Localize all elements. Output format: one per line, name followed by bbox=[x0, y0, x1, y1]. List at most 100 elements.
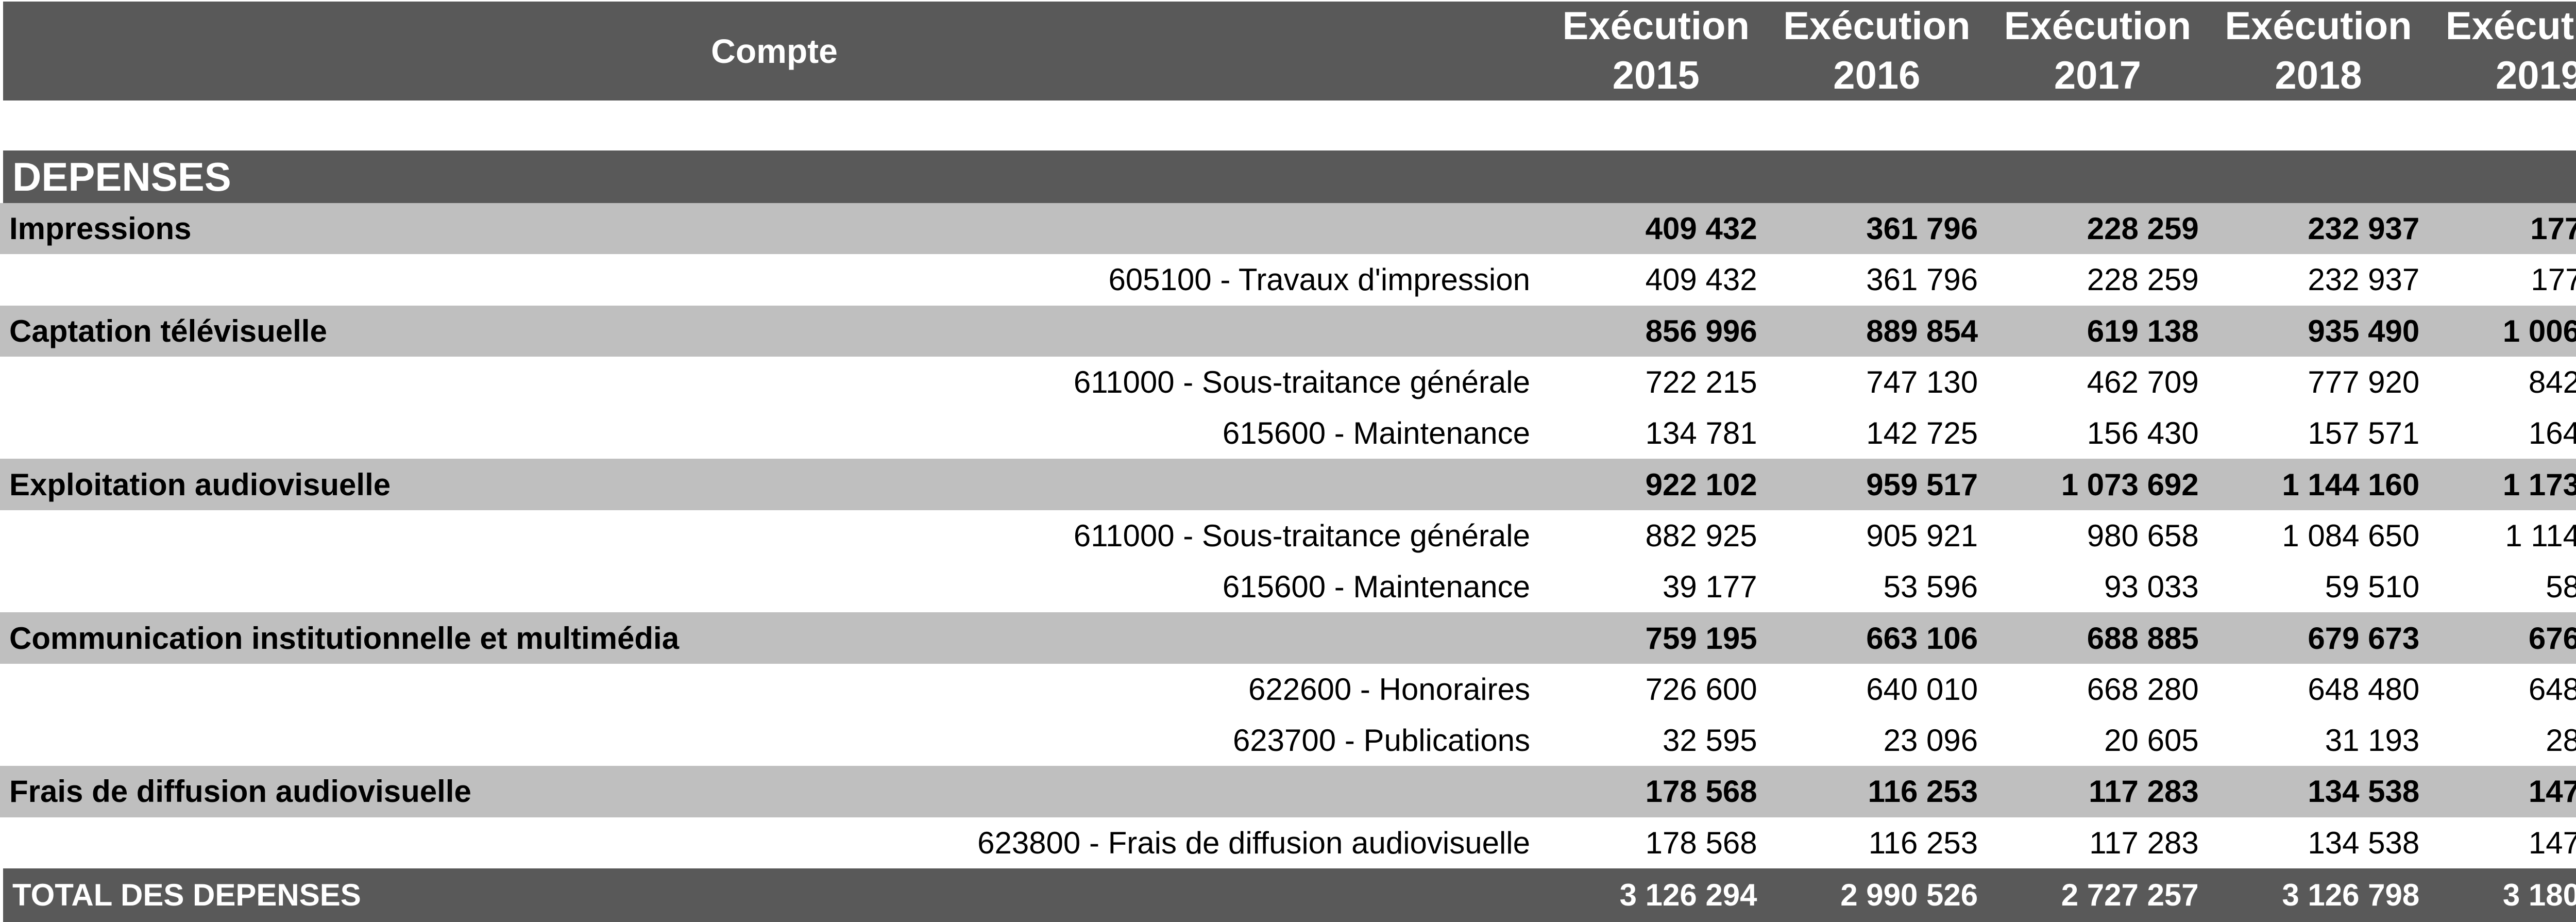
value-cell: 178 568 bbox=[1645, 825, 1757, 860]
row-label: 623700 - Publications bbox=[1232, 723, 1530, 758]
row-label: 623800 - Frais de diffusion audiovisuell… bbox=[977, 825, 1530, 860]
year-label: 2019 bbox=[2495, 54, 2576, 97]
value-cell: 856 996 bbox=[1645, 313, 1757, 348]
value-cell: 1 084 650 bbox=[2282, 518, 2420, 553]
account-row: 611000 - Sous-traitance générale 882 925 9… bbox=[0, 510, 2576, 562]
account-row: 615600 - Maintenance 134 781 142 725 156 43… bbox=[0, 408, 2576, 459]
value-cell: 1 114 417 bbox=[2505, 518, 2576, 553]
value-cell: 409 432 bbox=[1645, 262, 1757, 297]
account-row: 605100 - Travaux d'impression 409 432 361 … bbox=[0, 254, 2576, 306]
value-cell: 117 283 bbox=[2089, 825, 2199, 860]
value-cell: 164 172 bbox=[2528, 416, 2576, 451]
value-cell: 116 253 bbox=[1868, 774, 1978, 809]
value-cell: 232 937 bbox=[2308, 262, 2420, 297]
total-row: TOTAL DES DEPENSES 3 126 294 2 990 526 2 72… bbox=[0, 868, 2576, 922]
row-label: Exploitation audiovisuelle bbox=[9, 467, 391, 502]
year-column-headers: Exécution 2015 Exécution 2016 Exécution 2017 E… bbox=[1546, 2, 2576, 100]
row-label: Communication institutionnelle et multim… bbox=[9, 621, 680, 656]
category-row: Exploitation audiovisuelle 922 102 959 517… bbox=[0, 459, 2576, 510]
value-cell: 134 538 bbox=[2308, 774, 2420, 809]
value-cell: 640 010 bbox=[1866, 672, 1978, 707]
year-label: 2017 bbox=[2054, 54, 2141, 97]
year-label: 2018 bbox=[2275, 54, 2362, 97]
value-cell: 53 596 bbox=[1883, 569, 1978, 605]
value-cell: 134 538 bbox=[2308, 825, 2420, 860]
value-cell: 2 990 526 bbox=[1840, 878, 1978, 913]
execution-label: Exécution bbox=[2225, 4, 2412, 48]
section-header-row: DEPENSES bbox=[0, 150, 2576, 203]
value-cell: 1 006 364 bbox=[2502, 313, 2576, 348]
row-label: Captation télévisuelle bbox=[9, 313, 327, 348]
year-column-header: Exécution 2019 bbox=[2429, 2, 2576, 100]
value-cell: 232 937 bbox=[2308, 211, 2420, 246]
value-cell: 228 259 bbox=[2087, 262, 2199, 297]
table-body: DEPENSES Impressions 409 432 361 796 228 259… bbox=[0, 150, 2576, 922]
value-cell: 889 854 bbox=[1866, 313, 1978, 348]
row-label: 615600 - Maintenance bbox=[1222, 569, 1530, 605]
value-cell: 228 259 bbox=[2087, 211, 2199, 246]
value-cell: 58 951 bbox=[2546, 569, 2576, 605]
value-cell: 980 658 bbox=[2087, 518, 2199, 553]
category-row: Communication institutionnelle et multim… bbox=[0, 612, 2576, 664]
value-cell: 462 709 bbox=[2087, 365, 2199, 400]
value-cell: 668 280 bbox=[2087, 672, 2199, 707]
value-cell: 842 192 bbox=[2528, 365, 2576, 400]
account-row: 623700 - Publications 32 595 23 096 20 605 3… bbox=[0, 714, 2576, 766]
value-cell: 619 138 bbox=[2087, 313, 2199, 348]
value-cell: 142 725 bbox=[1866, 416, 1978, 451]
value-cell: 759 195 bbox=[1645, 621, 1757, 656]
value-cell: 2 727 257 bbox=[2061, 878, 2199, 913]
row-label: 611000 - Sous-traitance générale bbox=[1073, 518, 1530, 553]
row-label: 622600 - Honoraires bbox=[1248, 672, 1530, 707]
account-row: 611000 - Sous-traitance générale 722 215 7… bbox=[0, 356, 2576, 408]
value-cell: 177 119 bbox=[2531, 262, 2576, 297]
value-cell: 679 673 bbox=[2308, 621, 2420, 656]
year-column-header: Exécution 2016 bbox=[1767, 2, 1988, 100]
value-cell: 3 126 294 bbox=[1619, 878, 1757, 913]
row-label: 611000 - Sous-traitance générale bbox=[1073, 365, 1530, 400]
execution-label: Exécution bbox=[1783, 4, 1971, 48]
value-cell: 688 885 bbox=[2087, 621, 2199, 656]
year-column-header: Exécution 2018 bbox=[2208, 2, 2429, 100]
value-cell: 1 173 368 bbox=[2502, 467, 2576, 502]
year-label: 2016 bbox=[1833, 54, 1921, 97]
execution-label: Exécution bbox=[2445, 4, 2576, 48]
year-column-header: Exécution 2015 bbox=[1546, 2, 1767, 100]
value-cell: 59 510 bbox=[2325, 569, 2420, 605]
value-cell: 747 130 bbox=[1866, 365, 1978, 400]
category-row: Frais de diffusion audiovisuelle 178 568 1… bbox=[0, 766, 2576, 817]
value-cell: 147 141 bbox=[2528, 825, 2576, 860]
value-cell: 361 796 bbox=[1866, 211, 1978, 246]
compte-column-header: Compte bbox=[711, 32, 838, 70]
row-label: 605100 - Travaux d'impression bbox=[1108, 262, 1530, 297]
value-cell: 157 571 bbox=[2308, 416, 2420, 451]
execution-label: Exécution bbox=[2004, 4, 2191, 48]
category-row: Impressions 409 432 361 796 228 259 232 937 1… bbox=[0, 203, 2576, 255]
value-cell: 116 253 bbox=[1868, 825, 1978, 860]
value-cell: 28 032 bbox=[2546, 723, 2576, 758]
value-cell: 1 144 160 bbox=[2282, 467, 2420, 502]
value-cell: 648 480 bbox=[2308, 672, 2420, 707]
value-cell: 3 126 798 bbox=[2282, 878, 2420, 913]
value-cell: 922 102 bbox=[1645, 467, 1757, 502]
table-header-row: Compte Exécution 2015 Exécution 2016 Exécuti… bbox=[0, 2, 2576, 100]
value-cell: 156 430 bbox=[2087, 416, 2199, 451]
value-cell: 882 925 bbox=[1645, 518, 1757, 553]
value-cell: 676 512 bbox=[2528, 621, 2576, 656]
value-cell: 1 073 692 bbox=[2061, 467, 2199, 502]
year-label: 2015 bbox=[1612, 54, 1700, 97]
value-cell: 32 595 bbox=[1663, 723, 1757, 758]
value-cell: 23 096 bbox=[1883, 723, 1978, 758]
row-label: Frais de diffusion audiovisuelle bbox=[9, 774, 471, 809]
value-cell: 93 033 bbox=[2104, 569, 2199, 605]
value-cell: 777 920 bbox=[2308, 365, 2420, 400]
account-row: 615600 - Maintenance 39 177 53 596 93 033 59… bbox=[0, 561, 2576, 613]
value-cell: 648 480 bbox=[2528, 672, 2576, 707]
value-cell: 663 106 bbox=[1866, 621, 1978, 656]
value-cell: 134 781 bbox=[1645, 416, 1757, 451]
value-cell: 177 119 bbox=[2530, 211, 2576, 246]
value-cell: 39 177 bbox=[1663, 569, 1757, 605]
execution-label: Exécution bbox=[1562, 4, 1750, 48]
value-cell: 409 432 bbox=[1645, 211, 1757, 246]
row-label: Impressions bbox=[9, 211, 192, 246]
